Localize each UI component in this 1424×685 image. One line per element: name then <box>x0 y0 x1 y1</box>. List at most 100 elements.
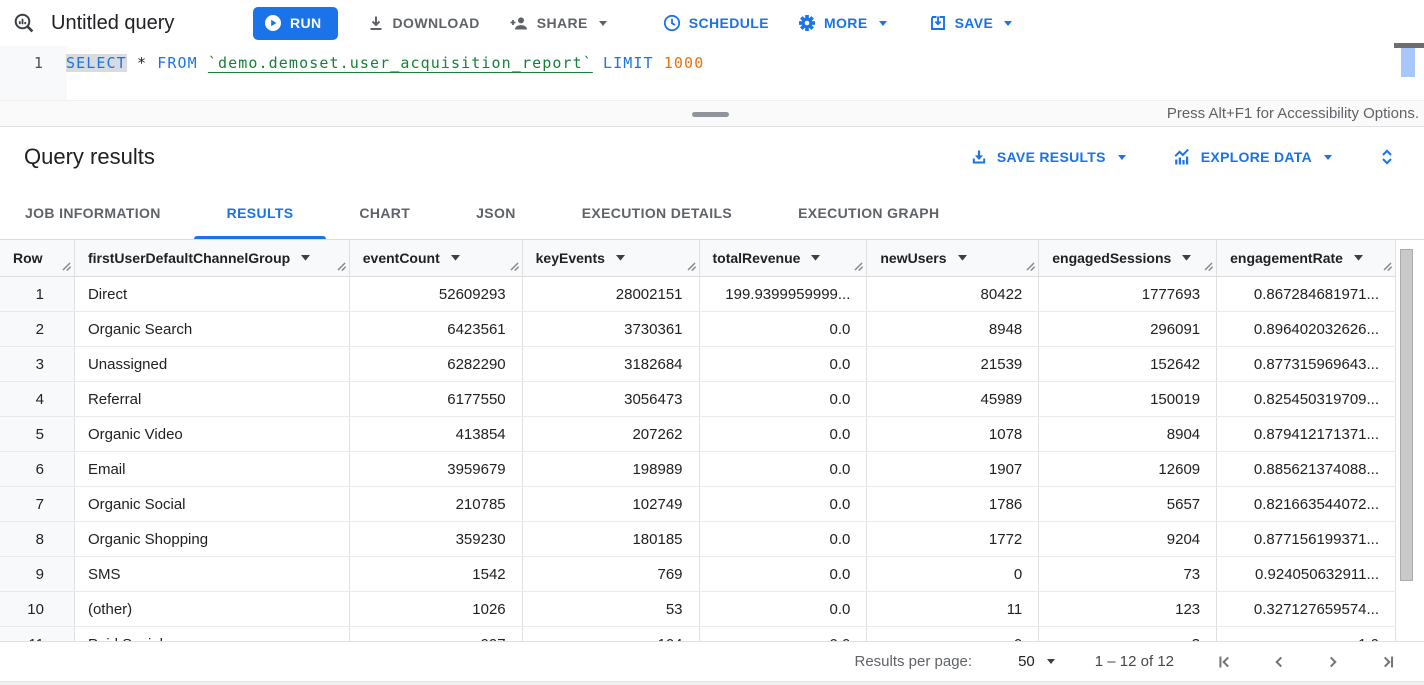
sql-token-keyword: SELECT <box>66 54 127 72</box>
sql-token-operator: * <box>136 54 148 72</box>
cell-firstuserdefaultchannelgroup: Email <box>75 452 350 486</box>
column-header-label: engagementRate <box>1230 250 1343 266</box>
next-page-button[interactable] <box>1322 651 1344 673</box>
cell-newusers: 0 <box>867 557 1040 591</box>
cell-newusers: 21539 <box>867 347 1040 381</box>
caret-down-icon <box>1046 659 1055 664</box>
editor-gutter: 1 <box>0 46 67 100</box>
schedule-button[interactable]: SCHEDULE <box>663 14 769 32</box>
sql-code-line[interactable]: SELECT * FROM `demo.demoset.user_acquisi… <box>66 54 704 72</box>
cell-engagedsessions: 3 <box>1039 627 1218 641</box>
column-header-engagedsessions[interactable]: engagedSessions <box>1039 240 1218 276</box>
splitter-drag-handle[interactable] <box>692 112 729 117</box>
cell-row: 1 <box>0 277 75 311</box>
horizontal-scrollbar-track[interactable] <box>0 681 1424 685</box>
column-resize-grip-icon[interactable] <box>61 258 72 274</box>
column-resize-grip-icon[interactable] <box>853 258 864 274</box>
column-header-label: keyEvents <box>535 250 605 266</box>
cell-engagementrate: 1.0 <box>1217 627 1396 641</box>
column-header-totalrevenue[interactable]: totalRevenue <box>700 240 868 276</box>
cell-newusers: 11 <box>867 592 1040 626</box>
column-menu-caret-icon[interactable] <box>1353 255 1363 261</box>
cell-row: 11 <box>0 627 75 641</box>
cell-firstuserdefaultchannelgroup: Organic Video <box>75 417 350 451</box>
column-header-engagementrate[interactable]: engagementRate <box>1217 240 1396 276</box>
table-row: 6 Email 3959679 198989 0.0 1907 12609 0.8856213… <box>0 452 1396 487</box>
table-row: 2 Organic Search 6423561 3730361 0.0 8948 2960… <box>0 312 1396 347</box>
save-button[interactable]: SAVE <box>929 14 1013 32</box>
cell-firstuserdefaultchannelgroup: Referral <box>75 382 350 416</box>
column-resize-grip-icon[interactable] <box>509 258 519 274</box>
cell-newusers: 80422 <box>867 277 1040 311</box>
cell-firstuserdefaultchannelgroup: Direct <box>75 277 350 311</box>
sql-token-table-link[interactable]: `demo.demoset.user_acquisition_report` <box>207 54 593 72</box>
cell-newusers: 1078 <box>867 417 1040 451</box>
cell-newusers: 1907 <box>867 452 1040 486</box>
chevron-right-icon <box>1322 651 1344 673</box>
tab-json[interactable]: JSON <box>476 205 516 221</box>
cell-eventcount: 6282290 <box>350 347 523 381</box>
page-size-select[interactable]: 50 <box>1018 653 1055 670</box>
last-page-button[interactable] <box>1376 651 1398 673</box>
results-per-page-label: Results per page: <box>854 653 973 670</box>
download-icon <box>367 14 385 32</box>
column-resize-grip-icon[interactable] <box>336 258 346 274</box>
explore-data-button[interactable]: EXPLORE DATA <box>1172 148 1332 166</box>
cell-engagementrate: 0.867284681971... <box>1217 277 1396 311</box>
column-menu-caret-icon[interactable] <box>615 255 625 261</box>
tab-chart[interactable]: CHART <box>359 205 411 221</box>
cell-engagedsessions: 296091 <box>1039 312 1218 346</box>
column-header-firstuserdefaultchannelgroup[interactable]: firstUserDefaultChannelGroup <box>75 240 350 276</box>
column-header-eventcount[interactable]: eventCount <box>350 240 523 276</box>
cell-eventcount: 413854 <box>350 417 523 451</box>
cell-eventcount: 3959679 <box>350 452 523 486</box>
save-results-button[interactable]: SAVE RESULTS <box>970 148 1126 166</box>
share-button[interactable]: SHARE <box>509 14 607 32</box>
editor-scrollbar-thumb[interactable] <box>1401 48 1415 77</box>
cell-engagedsessions: 12609 <box>1039 452 1218 486</box>
row-range-label: 1 – 12 of 12 <box>1094 653 1174 670</box>
column-resize-grip-icon[interactable] <box>1203 258 1214 274</box>
table-row: 10 (other) 1026 53 0.0 11 123 0.327127659574... <box>0 592 1396 627</box>
column-resize-grip-icon[interactable] <box>1382 258 1393 274</box>
column-resize-grip-icon[interactable] <box>1025 258 1036 274</box>
tab-job-information[interactable]: JOB INFORMATION <box>25 205 161 221</box>
tab-execution-graph[interactable]: EXECUTION GRAPH <box>798 205 940 221</box>
first-page-button[interactable] <box>1214 651 1236 673</box>
editor-overview-ruler <box>1394 43 1424 48</box>
cell-row: 7 <box>0 487 75 521</box>
download-button[interactable]: DOWNLOAD <box>367 14 480 32</box>
sql-token-keyword: LIMIT <box>603 54 654 72</box>
page-title: Query results <box>24 144 155 169</box>
column-menu-caret-icon[interactable] <box>1182 255 1192 261</box>
sql-editor[interactable]: 1 SELECT * FROM `demo.demoset.user_acqui… <box>0 43 1424 100</box>
tab-execution-details[interactable]: EXECUTION DETAILS <box>581 205 733 221</box>
column-menu-caret-icon[interactable] <box>450 255 460 261</box>
cell-row: 6 <box>0 452 75 486</box>
cell-keyevents: 207262 <box>523 417 700 451</box>
cell-engagementrate: 0.885621374088... <box>1217 452 1396 486</box>
column-menu-caret-icon[interactable] <box>811 255 821 261</box>
column-header-newusers[interactable]: newUsers <box>867 240 1040 276</box>
cell-firstuserdefaultchannelgroup: Organic Social <box>75 487 350 521</box>
cell-engagedsessions: 152642 <box>1039 347 1218 381</box>
run-button[interactable]: RUN <box>253 6 338 40</box>
table-scrollbar-track[interactable] <box>1399 247 1415 639</box>
column-header-label: engagedSessions <box>1052 250 1172 266</box>
expand-results-button[interactable] <box>1378 147 1396 167</box>
column-menu-caret-icon[interactable] <box>957 255 967 261</box>
more-button[interactable]: MORE <box>798 14 887 32</box>
previous-page-button[interactable] <box>1268 651 1290 673</box>
column-header-row[interactable]: Row <box>0 240 75 276</box>
sql-token-operator <box>654 54 664 72</box>
table-scrollbar-thumb[interactable] <box>1400 249 1413 581</box>
column-resize-grip-icon[interactable] <box>686 258 696 274</box>
column-menu-caret-icon[interactable] <box>301 255 311 261</box>
column-header-keyevents[interactable]: keyEvents <box>523 240 700 276</box>
tab-results[interactable]: RESULTS <box>193 187 327 239</box>
cell-newusers: 8948 <box>867 312 1040 346</box>
cell-eventcount: 210785 <box>350 487 523 521</box>
cell-engagedsessions: 73 <box>1039 557 1218 591</box>
explore-data-icon <box>1172 148 1192 166</box>
cell-firstuserdefaultchannelgroup: (other) <box>75 592 350 626</box>
